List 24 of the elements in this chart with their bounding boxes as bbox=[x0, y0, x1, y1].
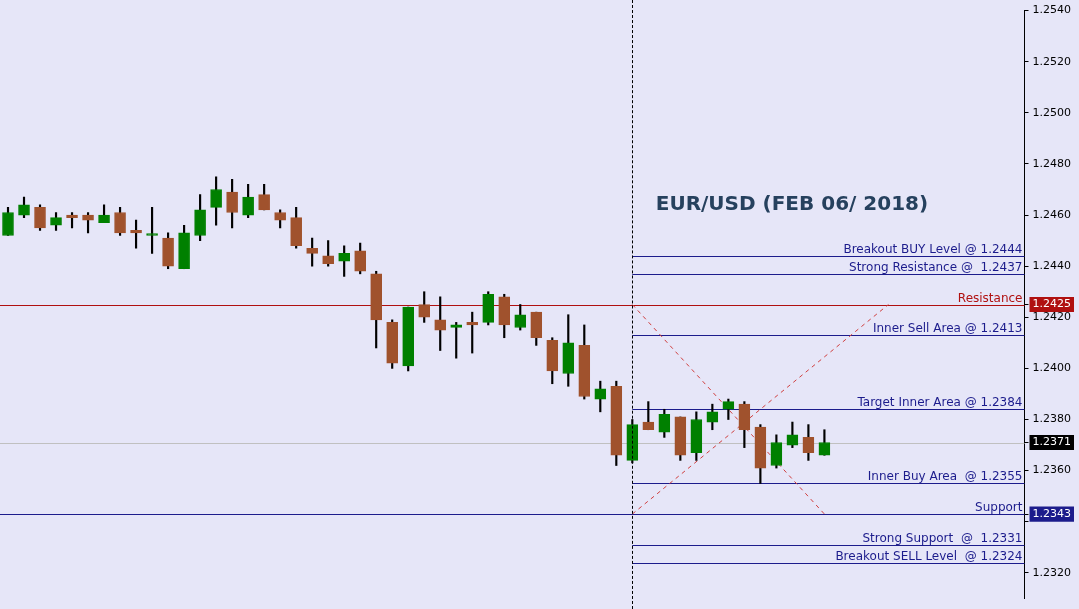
y-tick-label: 1.2380 bbox=[1032, 412, 1072, 426]
ref-line-label: Target Inner Area @ 1.2384 bbox=[856, 394, 1023, 409]
y-tick-label: 1.2460 bbox=[1032, 207, 1072, 221]
y-tick-label: 1.2440 bbox=[1032, 259, 1072, 273]
y-tick-label: 1.2500 bbox=[1032, 105, 1072, 119]
y-tick-label: 1.2400 bbox=[1032, 361, 1072, 375]
ref-line-label: Strong Support @ 1.2331 bbox=[862, 530, 1023, 545]
y-tick-label: 1.2540 bbox=[1032, 3, 1072, 17]
y-tick-label: 1.2520 bbox=[1032, 54, 1072, 68]
ref-line-label: Support bbox=[975, 499, 1023, 514]
ref-line-label: Breakout BUY Level @ 1.2444 bbox=[843, 241, 1023, 256]
y-tick-label: 1.2480 bbox=[1032, 156, 1072, 170]
y-tick-label: 1.2343 bbox=[1032, 506, 1072, 520]
ref-line-label: Resistance bbox=[957, 290, 1023, 305]
ref-line-label: Inner Sell Area @ 1.2413 bbox=[872, 320, 1023, 335]
text: EUR/USD (FEB 06/ 2018) bbox=[655, 190, 929, 215]
y-tick-label: 1.2425 bbox=[1032, 297, 1072, 311]
y-tick-label: 1.2360 bbox=[1032, 463, 1072, 477]
y-tick-label: 1.2420 bbox=[1032, 310, 1072, 324]
ref-line-label: Breakout SELL Level @ 1.2324 bbox=[835, 548, 1023, 563]
y-tick-label: 1.2371 bbox=[1032, 435, 1072, 449]
ref-line-label: Inner Buy Area @ 1.2355 bbox=[867, 468, 1023, 483]
y-tick-label: 1.2320 bbox=[1032, 565, 1072, 579]
ref-line-label: Strong Resistance @ 1.2437 bbox=[849, 259, 1023, 274]
